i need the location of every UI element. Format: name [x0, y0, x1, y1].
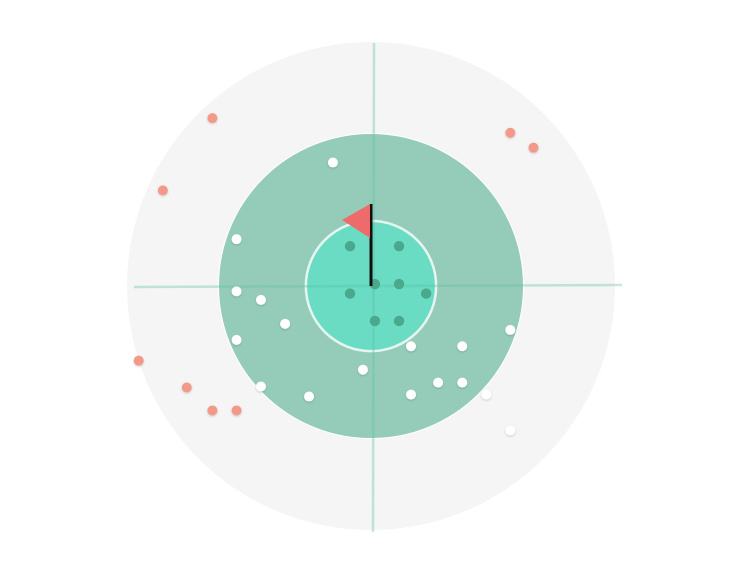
flag-marker	[342, 204, 373, 286]
shot-point-middle	[357, 364, 368, 375]
shot-point-inner	[393, 315, 405, 327]
shot-point-middle	[280, 318, 291, 329]
shot-point-middle	[406, 389, 417, 400]
shot-point-middle	[231, 234, 242, 245]
shot-point-middle	[231, 286, 242, 297]
shot-point-outer	[157, 185, 168, 196]
shot-point-middle	[481, 389, 492, 400]
shot-point-outer	[181, 382, 192, 393]
shot-point-middle	[255, 294, 266, 305]
shot-point-inner	[393, 278, 405, 290]
shot-point-middle	[505, 425, 516, 436]
shot-point-inner	[344, 288, 356, 299]
shot-point-middle	[255, 381, 266, 392]
shot-point-middle	[406, 341, 417, 352]
shot-point-outer	[505, 127, 516, 138]
shot-point-inner	[420, 288, 432, 299]
series-middle	[231, 157, 516, 436]
shot-point-outer	[207, 113, 218, 124]
shot-point-middle	[457, 377, 468, 388]
shot-points	[133, 113, 539, 436]
shot-point-outer	[207, 405, 218, 416]
shot-point-middle	[231, 334, 242, 345]
shot-point-outer	[528, 142, 539, 153]
shot-point-middle	[304, 391, 315, 402]
shot-point-middle	[505, 324, 516, 335]
shot-point-inner	[393, 241, 405, 252]
shot-point-inner	[344, 241, 356, 252]
shot-point-middle	[457, 341, 468, 352]
flag-pennant	[342, 204, 370, 238]
shot-point-inner	[369, 315, 381, 327]
shot-point-outer	[133, 355, 144, 366]
series-outer	[133, 113, 539, 416]
shot-point-middle	[327, 157, 338, 168]
shot-point-outer	[231, 405, 242, 416]
shot-point-middle	[433, 377, 444, 388]
